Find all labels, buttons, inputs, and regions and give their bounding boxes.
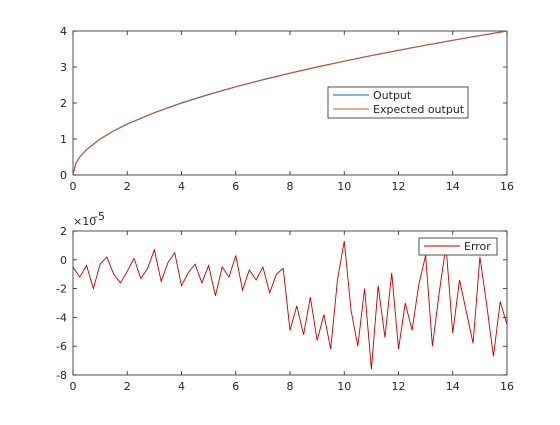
x-tick-label: 8 <box>287 380 294 393</box>
y-tick-label: 3 <box>60 61 67 74</box>
bottom-axes: 0 2 4 6 8 10 12 14 16 -8 -6 -4 -2 0 2 ×10-5 Error <box>56 210 514 393</box>
x-tick-label: 10 <box>337 380 351 393</box>
x-tick-label: 2 <box>124 380 131 393</box>
y-tick-label: -6 <box>56 340 67 353</box>
x-tick-label: 4 <box>178 180 185 193</box>
x-tick-label: 2 <box>124 180 131 193</box>
series-line-2-1 <box>72 241 508 370</box>
x-tick-label: 12 <box>392 380 406 393</box>
legend-label: Output <box>373 89 412 102</box>
y-tick-label: 1 <box>60 133 67 146</box>
y-tick-label: 0 <box>60 169 67 182</box>
y-tick-label: 0 <box>60 254 67 267</box>
x-tick-label: 0 <box>70 380 77 393</box>
x-tick-label: 4 <box>178 380 185 393</box>
x-tick-label: 16 <box>500 380 514 393</box>
x-tick-label: 10 <box>337 180 351 193</box>
x-tick-label: 8 <box>287 180 294 193</box>
x-tick-label: 16 <box>500 180 514 193</box>
y-tick-label: 2 <box>60 97 67 110</box>
series-line-1-2 <box>72 30 508 176</box>
y-tick-label: -4 <box>56 311 67 324</box>
legend-label: Error <box>464 240 491 253</box>
y-exponent-value: -5 <box>94 210 105 223</box>
x-tick-label: 14 <box>446 380 460 393</box>
x-tick-label: 14 <box>446 180 460 193</box>
x-tick-label: 0 <box>70 180 77 193</box>
legend-label: Expected output <box>373 103 465 116</box>
x-tick-label: 12 <box>392 180 406 193</box>
x-tick-label: 6 <box>232 180 239 193</box>
y-tick-label: -8 <box>56 369 67 382</box>
legend: Error <box>418 237 498 256</box>
legend-box <box>327 86 469 119</box>
y-tick-label: 2 <box>60 225 67 238</box>
y-tick-label: 4 <box>60 25 67 38</box>
y-tick-label: -2 <box>56 283 67 296</box>
x-tick-label: 6 <box>232 380 239 393</box>
y-exponent-label: ×10 <box>73 215 96 228</box>
